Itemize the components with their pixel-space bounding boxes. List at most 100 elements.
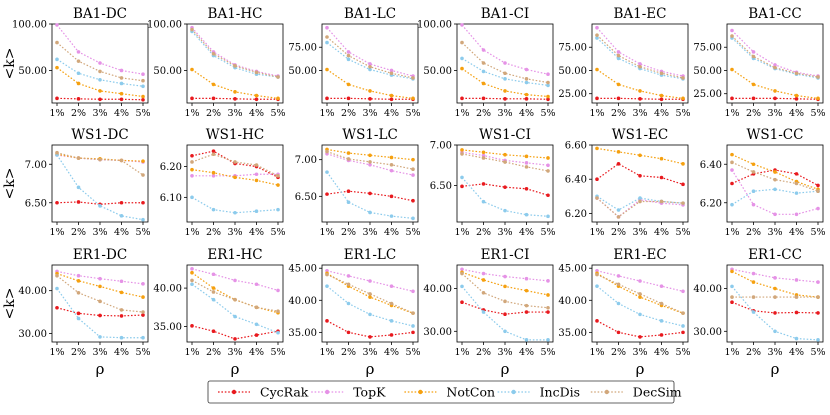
data-point-incdis	[595, 36, 599, 40]
data-point-decsim	[233, 297, 237, 302]
data-point-cycrak	[76, 200, 81, 204]
data-point-incdis	[325, 284, 329, 288]
data-point-notcon	[659, 93, 664, 98]
data-point-notcon	[503, 152, 507, 157]
data-point-cycrak	[546, 193, 550, 198]
series-line-decsim	[461, 153, 549, 172]
data-point-incdis	[76, 71, 81, 76]
data-point-cycrak	[481, 96, 486, 101]
data-point-topk	[751, 50, 756, 54]
data-point-incdis	[524, 338, 529, 342]
x-tick-label: 3%	[92, 347, 107, 358]
x-axis-label: ρ	[771, 360, 780, 378]
y-axis-label: <k>	[2, 288, 18, 320]
data-point-decsim	[816, 75, 820, 79]
data-point-decsim	[55, 40, 59, 45]
series-line-notcon	[731, 69, 819, 99]
x-tick-label: 3%	[632, 347, 647, 358]
data-point-topk	[751, 202, 756, 207]
legend-label-cycrak: CycRak	[260, 385, 309, 400]
data-point-notcon	[346, 82, 351, 87]
data-point-notcon	[211, 170, 216, 175]
data-point-topk	[325, 25, 329, 30]
data-point-cycrak	[254, 97, 259, 102]
series-line-notcon	[461, 149, 549, 159]
y-tick-label: 6.50	[295, 192, 317, 203]
data-point-notcon	[141, 159, 145, 163]
x-tick-label: 2%	[746, 347, 761, 358]
x-tick-label: 4%	[519, 347, 534, 358]
x-tick-label: 3%	[362, 347, 377, 358]
data-point-topk	[368, 163, 372, 167]
data-point-decsim	[481, 291, 486, 295]
data-point-cycrak	[681, 330, 685, 335]
data-point-decsim	[546, 305, 550, 310]
series-line-topk	[461, 151, 549, 166]
x-tick-label: 5%	[135, 227, 150, 238]
data-point-incdis	[325, 170, 329, 174]
data-point-incdis	[76, 316, 81, 321]
x-tick-label: 3%	[767, 227, 782, 238]
data-point-notcon	[254, 93, 259, 98]
x-tick-label: 2%	[341, 347, 356, 358]
data-point-cycrak	[524, 186, 529, 191]
x-tick-label: 4%	[384, 227, 399, 238]
data-point-topk	[190, 174, 194, 178]
data-point-notcon	[190, 67, 194, 72]
data-point-notcon	[730, 269, 734, 274]
data-point-decsim	[659, 301, 664, 306]
data-point-decsim	[595, 33, 599, 37]
data-point-incdis	[346, 200, 351, 204]
data-point-topk	[254, 282, 259, 287]
data-point-decsim	[773, 295, 777, 299]
y-tick-label: 50.00	[693, 66, 722, 77]
data-point-cycrak	[460, 300, 464, 305]
series-line-cycrak	[597, 97, 683, 100]
x-tick-label: 3%	[497, 108, 512, 119]
series-line-decsim	[461, 42, 549, 84]
series-line-cycrak	[327, 97, 413, 100]
data-point-topk	[98, 276, 102, 281]
y-tick-label: 40.00	[153, 284, 182, 295]
data-point-notcon	[276, 96, 280, 101]
data-point-incdis	[233, 314, 237, 319]
data-point-cycrak	[76, 97, 81, 101]
data-point-notcon	[254, 178, 259, 183]
x-tick-label: 1%	[184, 347, 199, 358]
data-point-incdis	[730, 284, 734, 289]
data-point-topk	[481, 48, 486, 52]
data-point-topk	[773, 276, 777, 280]
y-tick-label: 50.00	[288, 66, 317, 77]
x-tick-label: 4%	[789, 227, 804, 238]
series-line-cycrak	[462, 97, 549, 100]
x-tick-label: 3%	[632, 108, 647, 119]
data-point-cycrak	[546, 310, 550, 314]
data-point-decsim	[98, 299, 102, 304]
data-point-decsim	[190, 278, 194, 283]
data-point-cycrak	[98, 313, 102, 318]
data-point-notcon	[55, 65, 59, 70]
data-point-cycrak	[211, 329, 216, 334]
panel-title: ER1-HC	[207, 247, 262, 263]
data-point-cycrak	[233, 337, 237, 341]
y-tick-label: 75.00	[288, 43, 317, 54]
x-tick-label: 5%	[540, 347, 555, 358]
data-point-notcon	[368, 89, 372, 93]
data-point-cycrak	[254, 333, 259, 337]
data-point-cycrak	[659, 97, 664, 102]
data-point-incdis	[55, 286, 59, 291]
panel-frame	[726, 144, 824, 223]
data-point-cycrak	[211, 96, 216, 101]
panel-frame	[591, 264, 689, 343]
series-line-topk	[731, 268, 819, 283]
data-point-cycrak	[794, 310, 799, 315]
data-point-notcon	[141, 94, 145, 99]
data-point-notcon	[460, 148, 464, 152]
data-point-decsim	[325, 35, 329, 39]
data-point-decsim	[211, 152, 216, 157]
data-point-decsim	[681, 201, 685, 205]
x-axis-label: ρ	[636, 360, 645, 378]
data-point-topk	[503, 61, 507, 65]
data-point-incdis	[346, 57, 351, 62]
data-point-incdis	[730, 202, 734, 207]
